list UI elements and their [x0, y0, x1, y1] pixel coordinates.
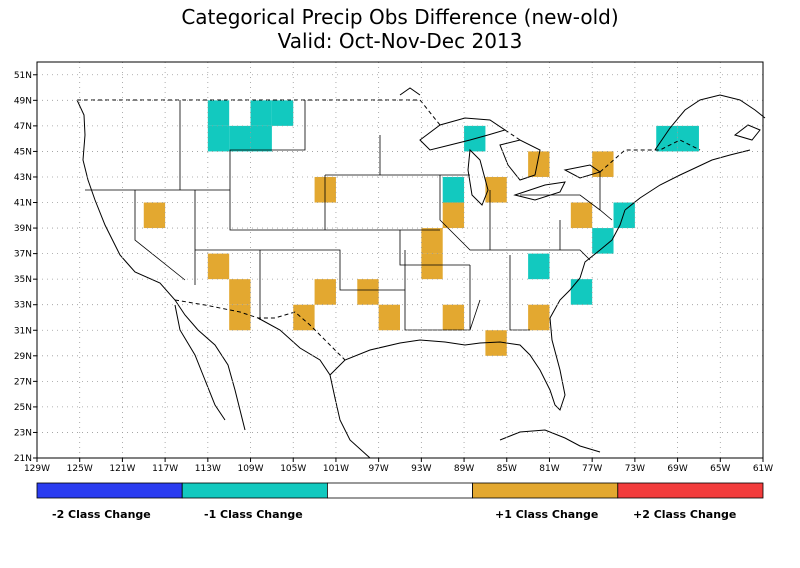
legend-swatch-zero	[326, 482, 473, 499]
x-tick-label: 109W	[237, 464, 263, 474]
great-lakes-huron	[499, 139, 541, 181]
x-tick-label: 105W	[280, 464, 306, 474]
grid-cell-plus1-32	[485, 330, 507, 356]
x-tick-label: 69W	[667, 464, 687, 474]
y-tick-label: 51N	[14, 71, 32, 81]
legend-swatch-minus1	[181, 482, 328, 499]
hudson-bay-edge	[399, 87, 421, 96]
grid-cell-minus1-11	[592, 228, 614, 254]
grid-cell-plus1-17	[485, 176, 507, 203]
us-canada-border	[77, 99, 701, 173]
y-tick-label: 47N	[14, 122, 32, 132]
x-tick-label: 65W	[710, 464, 730, 474]
x-tick-label: 77W	[582, 464, 602, 474]
grid-cell-plus1-24	[229, 279, 251, 305]
legend-label-minus2: -2 Class Change	[52, 508, 151, 521]
legend-swatch-plus1	[472, 482, 619, 499]
grid-cell-plus1-28	[293, 304, 315, 331]
us-gulf-coast	[329, 209, 626, 411]
grid-cell-minus1-2	[271, 100, 294, 126]
baja-peninsula	[174, 304, 226, 421]
x-tick-label: 73W	[625, 464, 645, 474]
grid-cell-plus1-19	[442, 202, 465, 229]
state-lines	[85, 100, 613, 331]
legend-swatch-minus2	[36, 482, 183, 499]
grid-cell-plus1-31	[528, 304, 550, 331]
legend-label-plus1: +1 Class Change	[495, 508, 599, 521]
x-tick-label: 81W	[539, 464, 559, 474]
legend-swatch-plus2	[617, 482, 764, 499]
grid-cell-minus1-1	[250, 100, 272, 126]
y-tick-label: 37N	[14, 250, 32, 260]
grid-cell-minus1-13	[570, 279, 593, 305]
great-lakes-erie	[513, 181, 566, 201]
y-tick-label: 29N	[14, 352, 32, 362]
legend-label-minus1: -1 Class Change	[204, 508, 303, 521]
grid-cell-plus1-29	[378, 304, 400, 331]
chart-subtitle: Valid: Oct-Nov-Dec 2013	[277, 29, 523, 53]
grid-cell-plus1-14	[528, 151, 550, 177]
map-outlines	[76, 87, 766, 459]
grid-cell-plus1-23	[207, 253, 230, 280]
chart-title: Categorical Precip Obs Difference (new-o…	[181, 5, 619, 29]
x-tick-label: 117W	[152, 464, 178, 474]
y-axis-ticks: 21N 23N 25N 27N 29N 31N 33N 35N 37N 39N 41N 43N 45N 4…	[14, 71, 37, 464]
x-tick-label: 101W	[323, 464, 349, 474]
x-tick-label: 89W	[454, 464, 474, 474]
canada-east-coast	[654, 94, 766, 151]
grid-cell-plus1-22	[421, 253, 443, 280]
grid-cell-minus1-9	[442, 176, 465, 203]
grid-cell-minus1-3	[207, 125, 230, 152]
grid-cell-plus1-26	[357, 279, 379, 305]
us-coastline-east	[624, 149, 751, 211]
great-lakes-superior	[419, 117, 507, 151]
mexico-gulf-coast	[257, 317, 371, 459]
y-tick-label: 31N	[14, 326, 32, 336]
florida-keys-cuba	[499, 429, 601, 453]
legend-colorbar	[36, 482, 764, 499]
grid-cell-plus1-21	[421, 228, 443, 254]
x-tick-label: 61W	[753, 464, 773, 474]
grid-cell-minus1-0	[207, 100, 230, 126]
grid-cell-minus1-4	[229, 125, 251, 152]
x-tick-label: 97W	[368, 464, 388, 474]
x-tick-label: 129W	[24, 464, 50, 474]
x-tick-label: 125W	[67, 464, 93, 474]
grid-cell-plus1-30	[442, 304, 465, 331]
grid-cell-minus1-10	[613, 202, 635, 229]
great-lakes-michigan	[467, 148, 489, 206]
y-tick-label: 35N	[14, 275, 32, 285]
y-tick-label: 43N	[14, 173, 32, 183]
grid-cell-minus1-5	[250, 125, 272, 152]
y-tick-label: 45N	[14, 147, 32, 157]
grid-cell-minus1-7	[656, 125, 678, 152]
y-tick-label: 23N	[14, 428, 32, 438]
difference-cells	[143, 100, 699, 356]
map-frame	[36, 61, 764, 459]
us-coastline-west	[76, 99, 246, 431]
grid-cell-plus1-27	[229, 304, 251, 331]
nova-scotia	[733, 124, 761, 141]
lat-lon-grid	[37, 62, 763, 458]
x-tick-label: 85W	[497, 464, 517, 474]
grid-cell-minus1-8	[677, 125, 699, 152]
x-tick-label: 93W	[411, 464, 431, 474]
us-mexico-border	[174, 299, 346, 361]
y-tick-label: 39N	[14, 224, 32, 234]
y-tick-label: 41N	[14, 199, 32, 209]
x-axis-ticks: 129W 125W 121W 117W 113W 109W 105W 101W 97W 93W 89…	[24, 458, 773, 474]
y-tick-label: 33N	[14, 301, 32, 311]
grid-cell-minus1-12	[528, 253, 550, 280]
y-tick-label: 25N	[14, 403, 32, 413]
grid-cell-plus1-18	[143, 202, 166, 229]
y-tick-label: 21N	[14, 454, 32, 464]
legend-label-plus2: +2 Class Change	[633, 508, 737, 521]
x-tick-label: 113W	[195, 464, 221, 474]
y-tick-label: 49N	[14, 96, 32, 106]
y-tick-label: 27N	[14, 377, 32, 387]
x-tick-label: 121W	[109, 464, 135, 474]
grid-cell-plus1-20	[570, 202, 593, 229]
grid-cell-plus1-25	[314, 279, 336, 305]
